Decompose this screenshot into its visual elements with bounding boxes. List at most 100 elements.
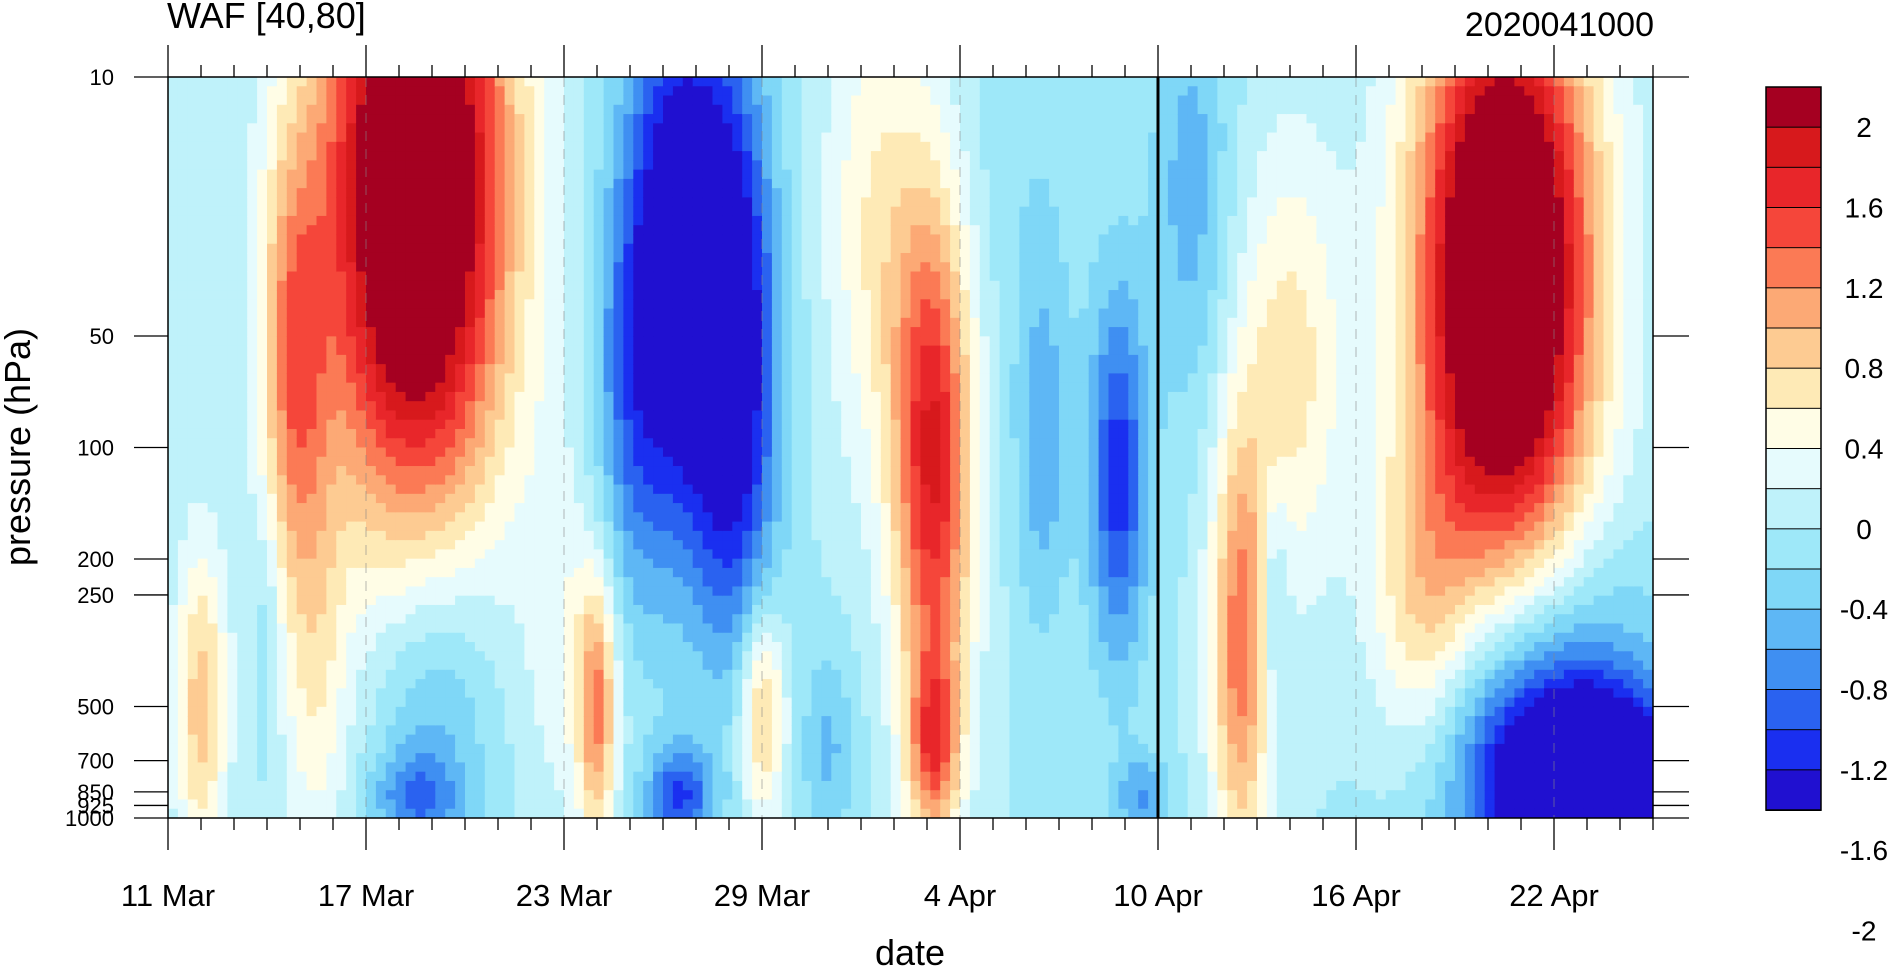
heatmap-cell — [524, 493, 535, 504]
heatmap-cell — [613, 206, 624, 217]
heatmap-cell — [207, 530, 219, 541]
heatmap-cell — [316, 771, 327, 782]
heatmap-cell — [405, 382, 417, 393]
heatmap-cell — [257, 114, 268, 124]
heatmap-cell — [544, 401, 555, 412]
heatmap-cell — [573, 651, 585, 662]
heatmap-cell — [653, 623, 664, 634]
heatmap-cell — [405, 790, 417, 801]
heatmap-cell — [613, 743, 624, 754]
heatmap-cell — [593, 373, 605, 384]
heatmap-cell — [346, 706, 357, 717]
heatmap-cell — [752, 743, 763, 754]
heatmap-cell — [415, 280, 426, 291]
heatmap-cell — [375, 169, 387, 180]
heatmap-cell — [613, 512, 624, 523]
heatmap-cell — [712, 743, 723, 754]
heatmap-cell — [663, 632, 674, 643]
heatmap-cell — [742, 623, 753, 634]
heatmap-cell — [445, 86, 456, 97]
heatmap-cell — [356, 669, 367, 680]
heatmap-cell — [781, 123, 793, 134]
heatmap-cell — [435, 614, 446, 625]
heatmap-cell — [445, 317, 456, 328]
heatmap-cell — [633, 336, 644, 347]
heatmap-cell — [603, 679, 615, 689]
heatmap-cell — [306, 234, 318, 245]
heatmap-cell — [504, 438, 516, 449]
heatmap-cell — [752, 438, 763, 449]
heatmap-cell — [722, 364, 733, 374]
heatmap-cell — [217, 669, 228, 680]
heatmap-cell — [326, 808, 337, 818]
heatmap-cell — [247, 697, 258, 708]
heatmap-cell — [573, 586, 585, 597]
heatmap-cell — [672, 595, 684, 606]
heatmap-cell — [742, 660, 753, 671]
heatmap-cell — [752, 623, 763, 634]
heatmap-cell — [722, 632, 733, 643]
heatmap-cell — [405, 345, 417, 356]
heatmap-cell — [276, 373, 288, 384]
heatmap-cell — [613, 290, 624, 300]
heatmap-cell — [286, 725, 298, 736]
heatmap-cell — [732, 160, 743, 171]
heatmap-cell — [286, 373, 298, 384]
heatmap-cell — [445, 780, 456, 791]
heatmap-cell — [682, 697, 694, 708]
heatmap-cell — [217, 567, 228, 578]
heatmap-cell — [613, 503, 624, 513]
heatmap-cell — [564, 604, 575, 615]
heatmap-cell — [544, 753, 555, 764]
heatmap-cell — [168, 503, 179, 513]
heatmap-cell — [752, 475, 763, 486]
heatmap-cell — [484, 95, 496, 106]
heatmap-cell — [316, 308, 327, 319]
heatmap-cell — [494, 447, 506, 458]
heatmap-cell — [494, 188, 506, 199]
heatmap-cell — [465, 132, 476, 143]
heatmap-cell — [534, 77, 545, 87]
heatmap-cell — [534, 743, 545, 754]
heatmap-cell — [227, 382, 238, 393]
heatmap-cell — [544, 706, 555, 717]
heatmap-cell — [692, 280, 704, 291]
heatmap-cell — [732, 225, 743, 236]
heatmap-cell — [465, 428, 476, 439]
heatmap-cell — [633, 753, 644, 764]
heatmap-cell — [257, 808, 268, 818]
heatmap-cell — [534, 345, 545, 356]
heatmap-cell — [484, 567, 496, 578]
heatmap-cell — [524, 669, 535, 680]
heatmap-cell — [197, 317, 209, 328]
heatmap-cell — [762, 808, 773, 818]
heatmap-cell — [692, 77, 704, 87]
heatmap-cell — [564, 669, 575, 680]
heatmap-cell — [672, 762, 684, 773]
heatmap-cell — [524, 234, 535, 245]
heatmap-cell — [633, 419, 644, 430]
heatmap-cell — [395, 540, 407, 550]
heatmap-cell — [445, 642, 456, 652]
heatmap-cell — [405, 651, 417, 662]
heatmap-cell — [286, 382, 298, 393]
heatmap-cell — [405, 86, 417, 97]
heatmap-cell — [771, 577, 783, 588]
heatmap-cell — [752, 77, 763, 87]
heatmap-cell — [484, 447, 496, 458]
heatmap-cell — [514, 642, 525, 652]
heatmap-cell — [603, 669, 615, 680]
heatmap-cell — [326, 549, 337, 560]
heatmap-cell — [435, 151, 446, 161]
heatmap-cell — [375, 512, 387, 523]
heatmap-cell — [366, 651, 377, 662]
heatmap-cell — [771, 317, 783, 328]
heatmap-cell — [217, 716, 228, 726]
heatmap-cell — [682, 234, 694, 245]
heatmap-cell — [346, 345, 357, 356]
heatmap-cell — [732, 364, 743, 374]
heatmap-cell — [267, 549, 278, 560]
heatmap-cell — [732, 169, 743, 180]
heatmap-cell — [682, 567, 694, 578]
heatmap-cell — [207, 716, 219, 726]
